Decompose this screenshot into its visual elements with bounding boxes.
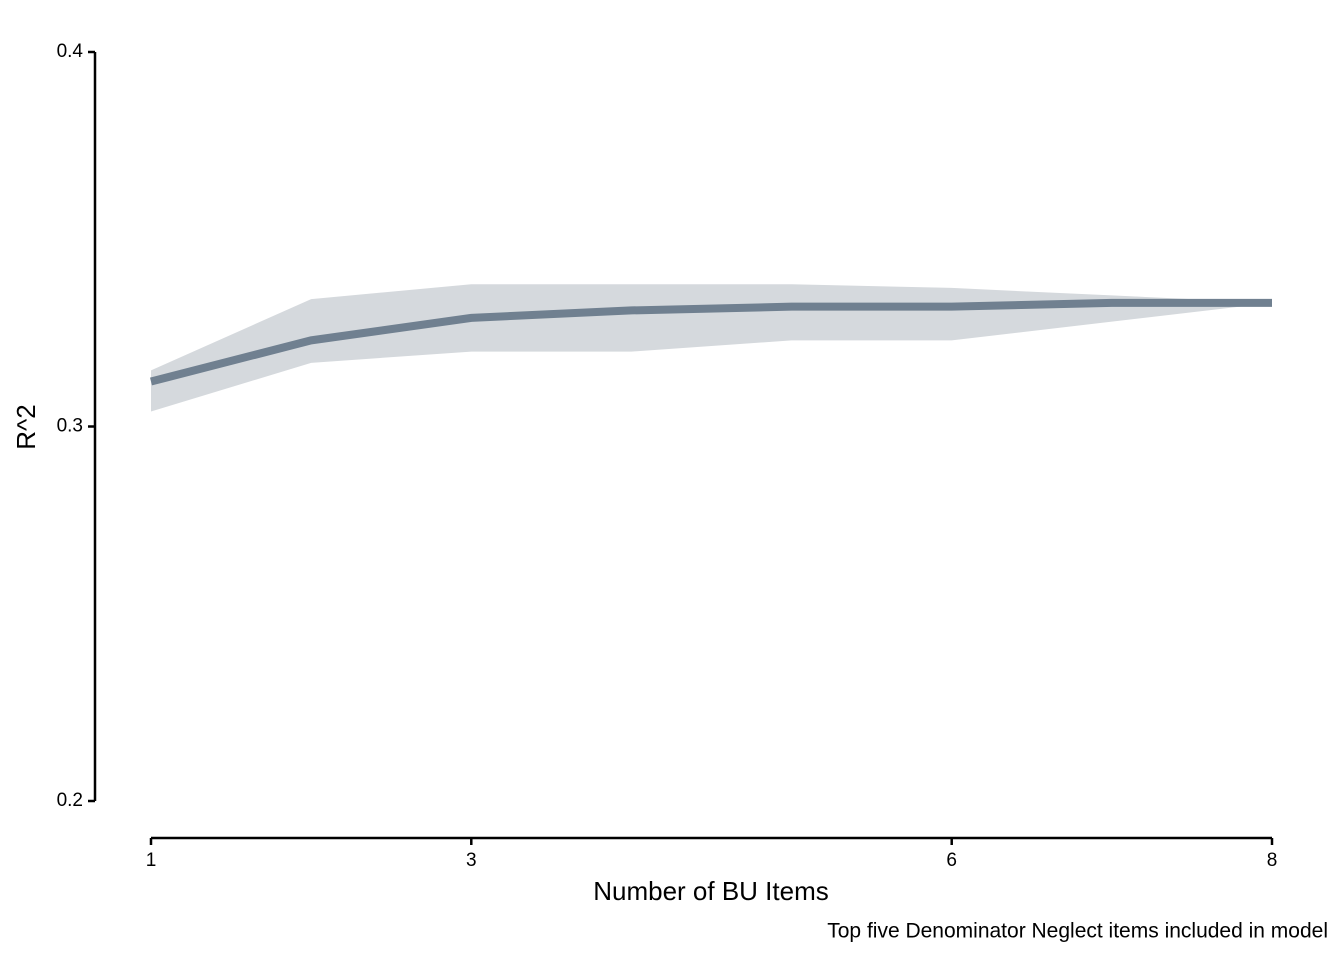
y-axis-title: R^2 — [11, 404, 41, 449]
x-tick-label: 3 — [466, 850, 477, 871]
line — [150, 298, 1272, 386]
y-tick-label: 0.2 — [57, 790, 83, 811]
x-tick-label: 6 — [946, 850, 957, 871]
x-axis-title: Number of BU Items — [593, 876, 829, 906]
x-tick-label: 8 — [1267, 850, 1278, 871]
confidence-band — [151, 284, 1272, 412]
caption: Top five Denominator Neglect items inclu… — [827, 920, 1328, 943]
y-tick-label: 0.4 — [57, 41, 84, 62]
y-tick-label: 0.3 — [57, 416, 83, 437]
x-tick-label: 1 — [146, 850, 157, 871]
